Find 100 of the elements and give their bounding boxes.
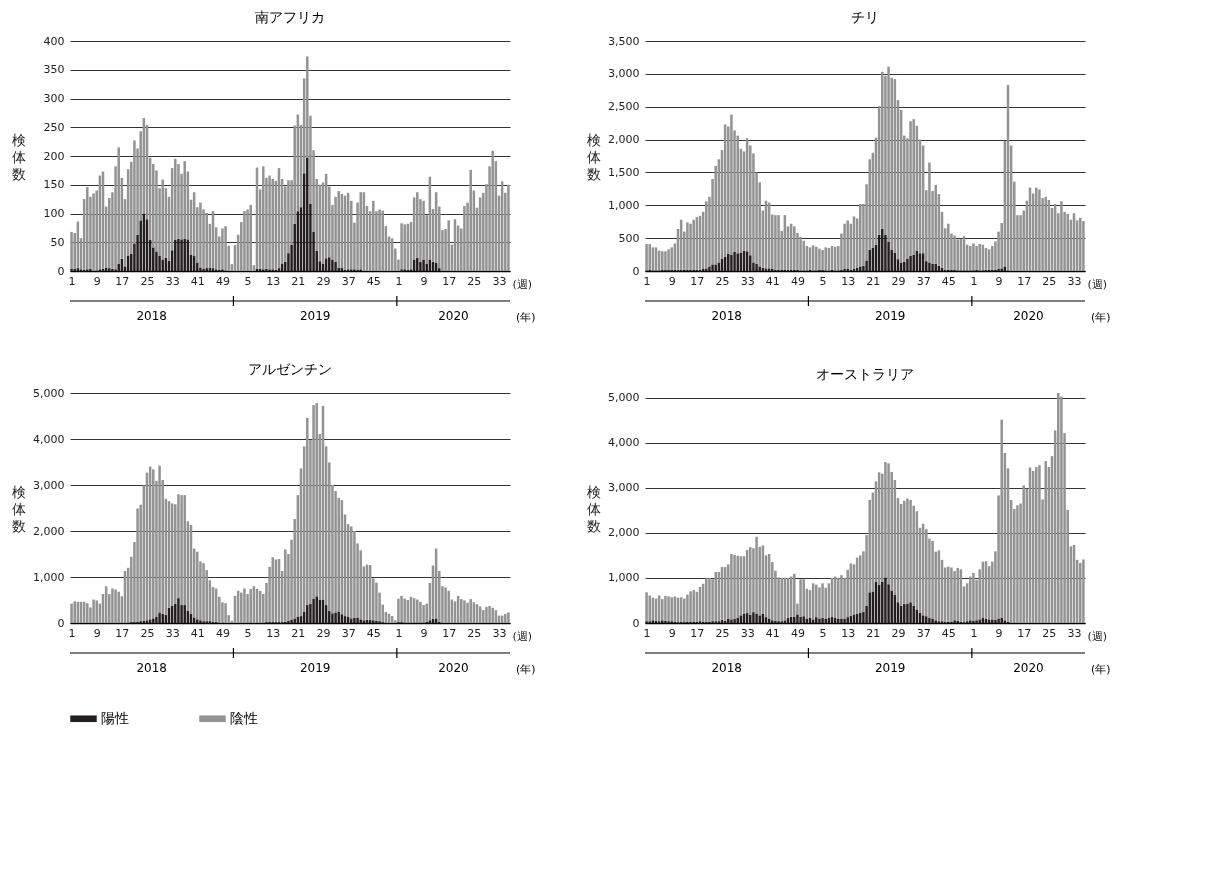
x-tick-label: 33 xyxy=(1067,274,1082,288)
y-tick-label: 250 xyxy=(43,120,65,134)
x-axis-title: (週) xyxy=(512,629,533,643)
x-tick-label: 45 xyxy=(941,626,956,640)
x-tick-label: 37 xyxy=(341,274,356,288)
x-tick-label: 45 xyxy=(366,274,381,288)
text: (年) xyxy=(1091,663,1111,676)
y-axis-title: 検体数 xyxy=(11,131,26,182)
x-tick-label: 49 xyxy=(215,626,230,640)
x-tick-label: 21 xyxy=(291,626,306,640)
y-tick-label: 1,500 xyxy=(608,165,640,179)
x-axis-title: (週) xyxy=(1087,629,1108,643)
y-tick-label: 100 xyxy=(43,207,65,220)
y-tick-label: 50 xyxy=(50,235,65,249)
x-tick-label: 17 xyxy=(442,274,457,288)
y-tick-label: 0 xyxy=(57,264,65,278)
text: 2020 xyxy=(1013,309,1044,323)
x-tick-label: 1 xyxy=(68,626,76,640)
text: (年) xyxy=(516,311,536,324)
y-tick-label: 0 xyxy=(632,264,640,278)
x-tick-label: 29 xyxy=(316,626,331,640)
x-tick-label: 25 xyxy=(715,626,730,640)
x-tick-label: 1 xyxy=(68,274,76,288)
y-axis-title: 検体数 xyxy=(586,131,601,182)
x-tick-label: 17 xyxy=(1017,274,1032,288)
x-tick-label: 1 xyxy=(643,274,651,288)
y-tick-label: 4,000 xyxy=(608,436,640,450)
y-tick-label: 500 xyxy=(618,231,640,245)
x-tick-label: 17 xyxy=(1017,626,1032,640)
text: 2019 xyxy=(874,309,906,323)
x-tick-label: 9 xyxy=(93,626,101,640)
x-tick-label: 1 xyxy=(643,626,651,640)
x-tick-label: 9 xyxy=(420,274,428,288)
x-tick-label: 9 xyxy=(420,626,428,640)
y-tick-label: 1,000 xyxy=(608,198,640,212)
x-axis-title: (週) xyxy=(1087,277,1108,291)
text: 2019 xyxy=(299,309,331,323)
y-tick-label: 3,000 xyxy=(608,67,640,81)
x-tick-label: 25 xyxy=(140,274,155,288)
x-tick-label: 9 xyxy=(995,626,1003,640)
y-tick-label: 0 xyxy=(632,616,640,630)
x-tick-label: 41 xyxy=(765,626,780,640)
text: 2019 xyxy=(299,661,331,675)
x-tick-label: 33 xyxy=(492,274,507,288)
y-tick-label: 400 xyxy=(43,34,65,48)
x-tick-label: 13 xyxy=(266,626,281,640)
x-tick-label: 17 xyxy=(442,626,457,640)
y-tick-label: 1,000 xyxy=(33,570,65,584)
x-tick-label: 41 xyxy=(190,626,205,640)
text: 2018 xyxy=(711,661,742,675)
x-tick-label: 33 xyxy=(492,626,507,640)
x-tick-label: 25 xyxy=(1042,274,1057,288)
x-tick-label: 45 xyxy=(366,626,381,640)
y-tick-label: 2,500 xyxy=(608,100,640,114)
x-tick-label: 45 xyxy=(941,274,956,288)
x-tick-label: 33 xyxy=(740,626,755,640)
chart-title: アルゼンチン xyxy=(248,361,332,377)
x-tick-label: 17 xyxy=(115,626,130,640)
x-tick-label: 5 xyxy=(819,274,827,288)
x-tick-label: 1 xyxy=(970,274,978,288)
text: 2020 xyxy=(438,661,469,675)
x-tick-label: 29 xyxy=(891,274,906,288)
y-tick-label: 3,000 xyxy=(608,481,640,495)
x-tick-label: 37 xyxy=(341,626,356,640)
x-tick-label: 9 xyxy=(668,274,676,288)
text: 2020 xyxy=(438,309,469,323)
x-axis-title: (週) xyxy=(512,277,533,291)
x-tick-label: 41 xyxy=(765,274,780,288)
x-tick-label: 25 xyxy=(1042,626,1057,640)
x-tick-label: 17 xyxy=(690,274,705,288)
text: (年) xyxy=(516,663,536,676)
y-tick-label: 3,000 xyxy=(33,478,65,492)
y-tick-label: 2,000 xyxy=(608,133,640,147)
x-tick-label: 9 xyxy=(668,626,676,640)
x-tick-label: 9 xyxy=(995,274,1003,288)
y-tick-label: 2,000 xyxy=(33,524,65,538)
x-tick-label: 5 xyxy=(244,626,252,640)
x-tick-label: 21 xyxy=(291,274,306,288)
x-tick-label: 49 xyxy=(790,626,805,640)
x-tick-label: 21 xyxy=(866,626,881,640)
x-tick-label: 13 xyxy=(266,274,281,288)
y-tick-label: 150 xyxy=(43,178,65,192)
x-tick-label: 37 xyxy=(916,274,931,288)
x-tick-label: 9 xyxy=(93,274,101,288)
x-tick-label: 1 xyxy=(970,626,978,640)
x-tick-label: 5 xyxy=(244,274,252,288)
x-tick-label: 13 xyxy=(841,626,856,640)
x-tick-label: 49 xyxy=(790,274,805,288)
x-tick-label: 17 xyxy=(690,626,705,640)
x-tick-label: 49 xyxy=(215,274,230,288)
chart-title: 南アフリカ xyxy=(255,9,325,25)
legend-label: 陽性 xyxy=(101,709,129,726)
text: 2018 xyxy=(136,661,167,675)
x-tick-label: 41 xyxy=(190,274,205,288)
x-tick-label: 37 xyxy=(916,626,931,640)
x-tick-label: 29 xyxy=(316,274,331,288)
x-tick-label: 5 xyxy=(819,626,827,640)
y-tick-label: 350 xyxy=(43,63,65,77)
text: 2018 xyxy=(136,309,167,323)
x-tick-label: 33 xyxy=(1067,626,1082,640)
